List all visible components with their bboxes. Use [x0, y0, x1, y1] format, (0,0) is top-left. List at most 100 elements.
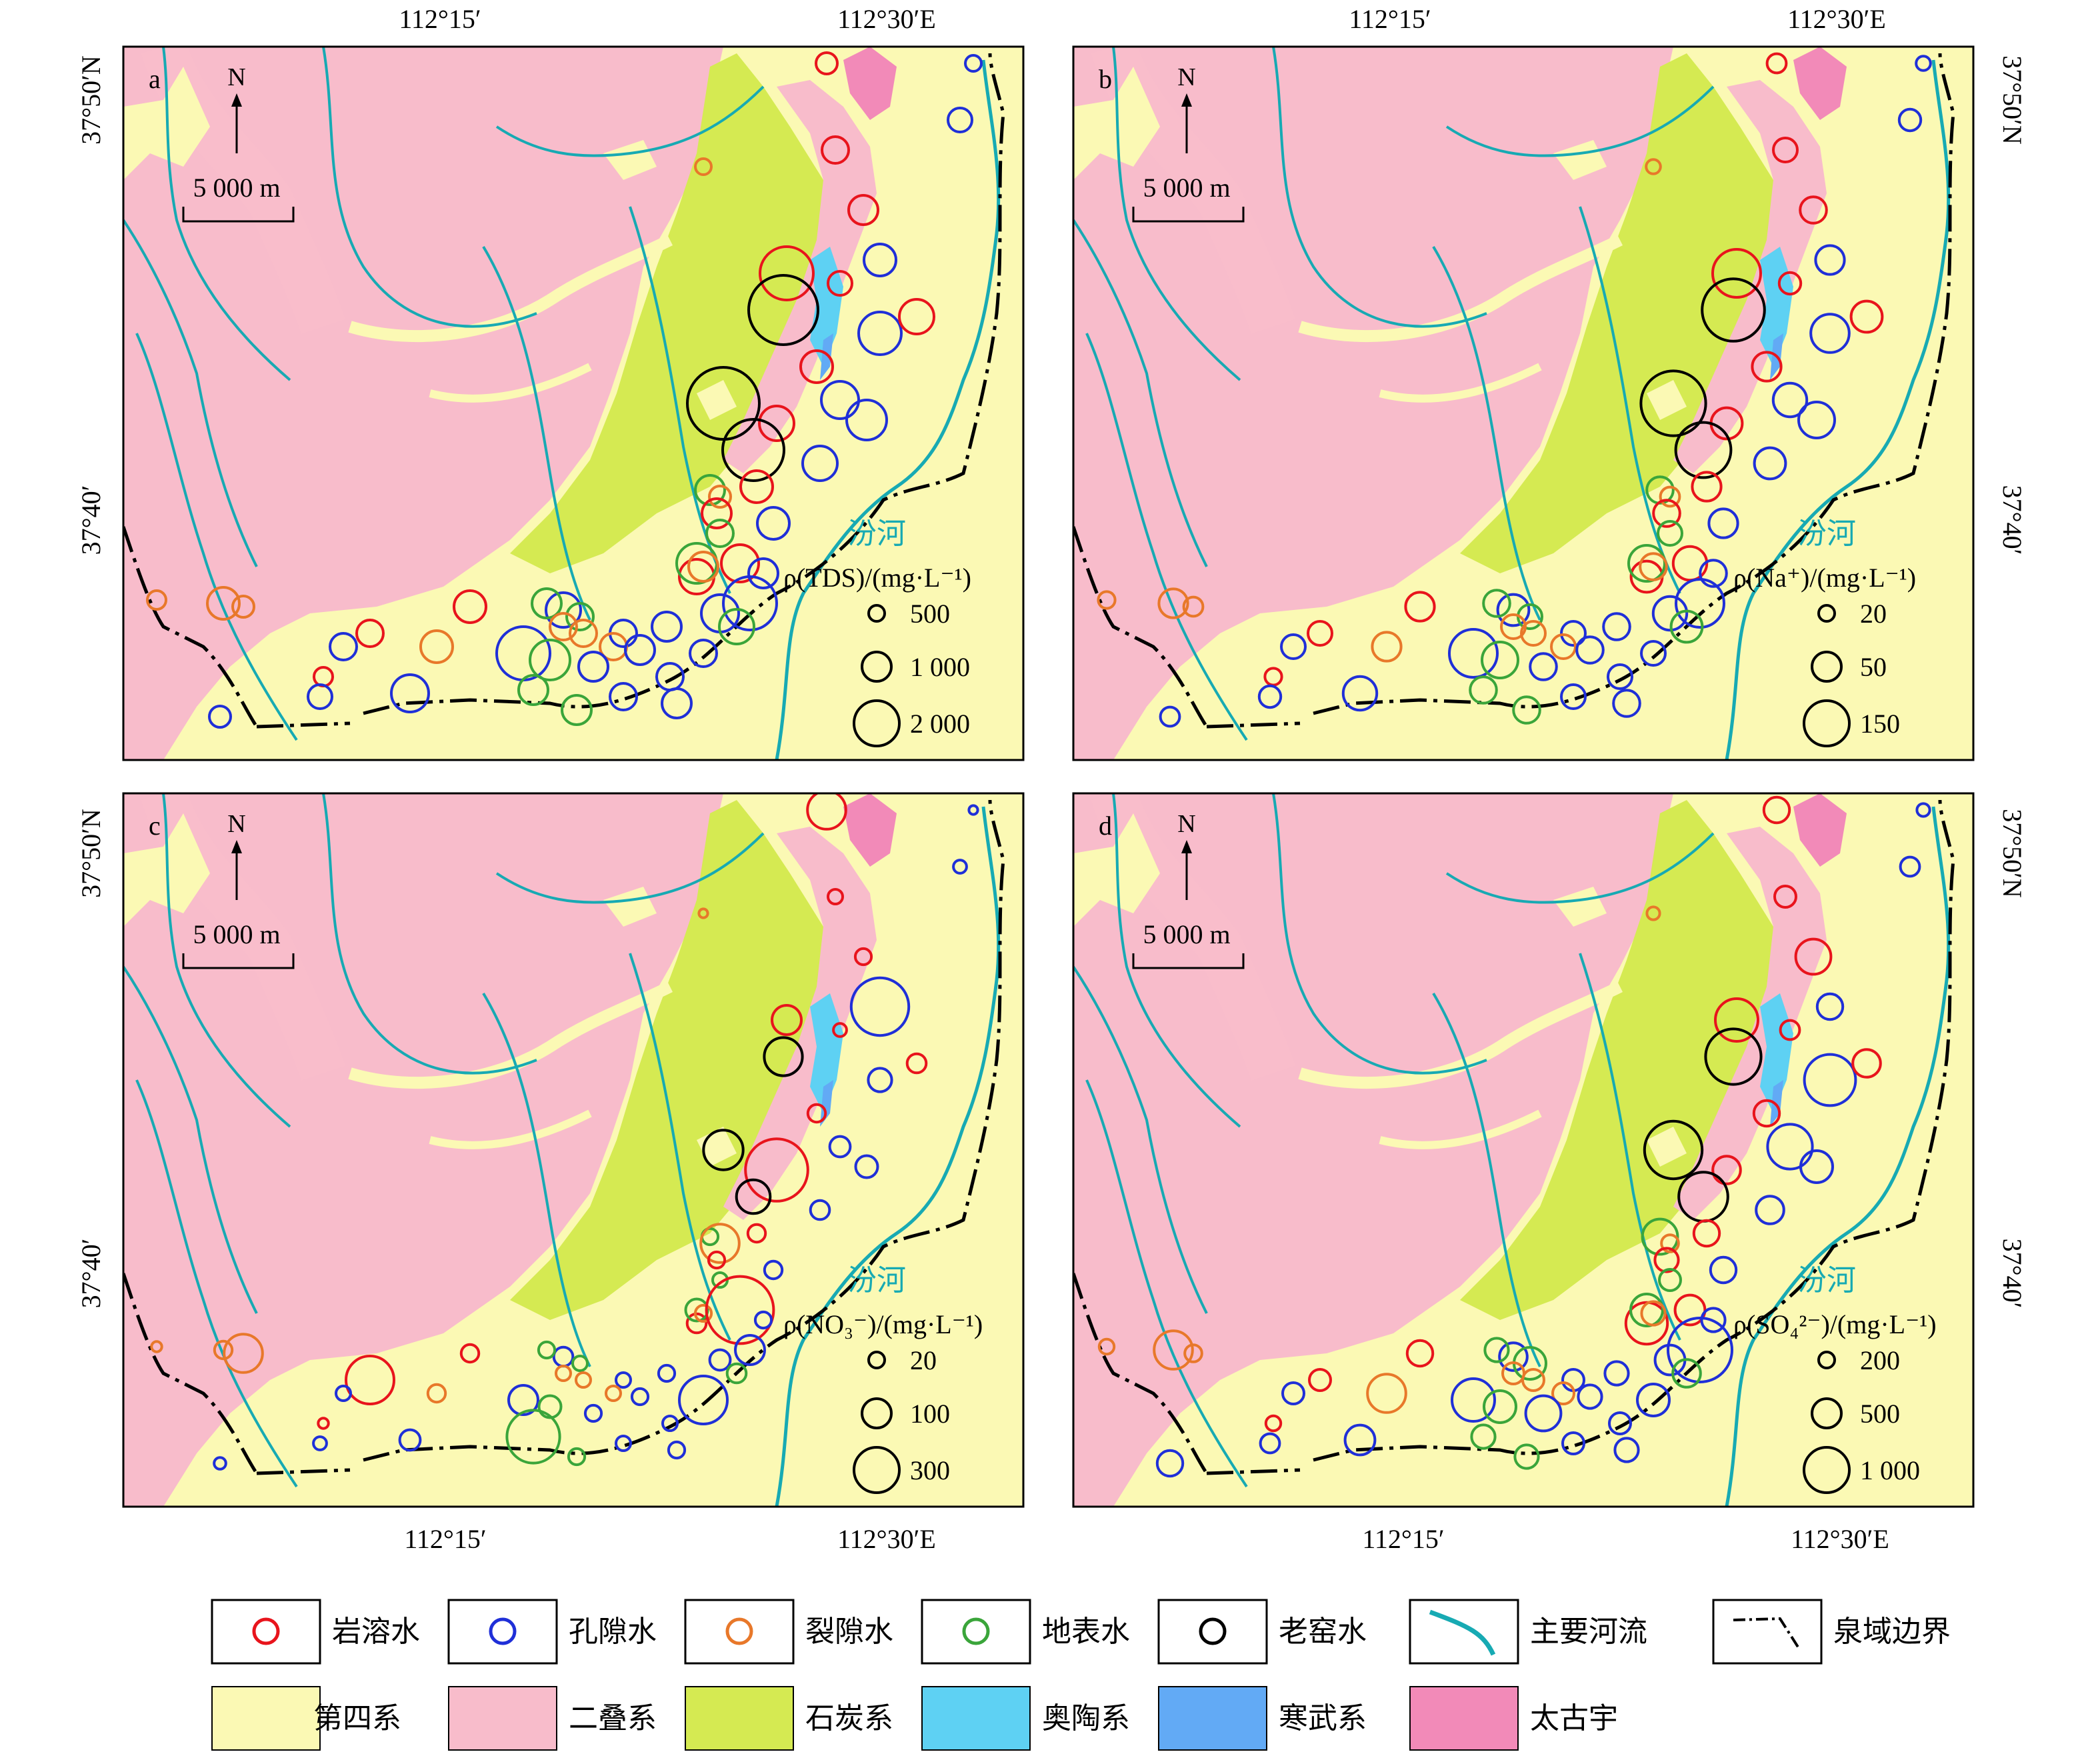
size-legend-title: ρ(TDS)/(mg·L⁻¹) — [783, 563, 971, 593]
sample-site-b-19 — [1691, 471, 1723, 503]
sample-site-b-42 — [1307, 620, 1333, 647]
north-arrow-head-icon — [231, 93, 242, 107]
legend-label-5: 主要河流 — [1530, 1615, 1647, 1649]
lat-south-c: 37°40′ — [76, 1239, 106, 1309]
sample-site-d-59 — [1561, 1431, 1585, 1455]
strata-swatch-1 — [448, 1686, 557, 1751]
sample-site-c-13 — [702, 1129, 745, 1171]
sample-site-b-4 — [1645, 158, 1662, 175]
sample-site-a-30 — [722, 575, 778, 631]
sample-site-a-33 — [651, 611, 683, 643]
scale-label: 5 000 m — [193, 173, 280, 203]
sample-site-d-35 — [1636, 1383, 1671, 1417]
sample-site-d-30 — [1667, 1317, 1733, 1383]
sample-site-a-7 — [863, 243, 897, 277]
sample-site-c-27 — [693, 1303, 713, 1323]
sample-site-c-56 — [223, 1333, 264, 1374]
sample-site-c-38 — [661, 1415, 679, 1432]
size-legend-circle — [1811, 651, 1843, 683]
sample-site-b-24 — [1657, 520, 1683, 547]
sample-site-b-49 — [1469, 675, 1498, 705]
size-legend-title: ρ(Na⁺)/(mg·L⁻¹) — [1733, 563, 1916, 593]
map-panel-d: d N 5 000 m 汾河 ρ(SO₄²⁻)/(mg·L⁻¹) 200 500 1 000 — [1072, 792, 1975, 1508]
sample-site-a-3 — [821, 135, 850, 165]
sample-site-b-13 — [1639, 369, 1707, 437]
strata-label-4: 寒武系 — [1279, 1701, 1367, 1735]
size-legend-title: ρ(NO₃⁻)/(mg·L⁻¹) — [783, 1309, 983, 1339]
sample-site-d-48 — [1483, 1389, 1517, 1424]
sample-site-d-36 — [1498, 1341, 1529, 1372]
sample-site-c-10 — [867, 1067, 893, 1093]
sample-site-a-1 — [964, 54, 983, 73]
sample-site-c-58 — [567, 1447, 587, 1467]
sample-site-c-1 — [967, 804, 979, 816]
sample-site-c-9 — [763, 1036, 804, 1077]
sample-site-d-8 — [1779, 1019, 1801, 1041]
legend-symbol-circle — [725, 1617, 753, 1645]
sample-site-b-50 — [1529, 652, 1558, 681]
size-legend-circle — [1803, 699, 1851, 747]
lat-north-c: 37°50′N — [76, 809, 106, 898]
size-legend-value: 100 — [910, 1399, 950, 1429]
sample-site-a-9 — [747, 274, 819, 346]
sample-site-a-27 — [687, 551, 719, 583]
sample-site-a-51 — [661, 687, 693, 719]
size-legend-value: 2 000 — [910, 709, 970, 739]
north-arrow-head-icon — [231, 840, 242, 853]
sample-site-a-54 — [146, 589, 167, 611]
sample-site-b-56 — [1182, 595, 1205, 618]
map-panel-b: b N 5 000 m 汾河 ρ(Na⁺)/(mg·L⁻¹) 20 50 150 — [1072, 45, 1975, 761]
north-label: N — [1177, 63, 1195, 91]
sample-site-b-7 — [1814, 244, 1846, 276]
sample-site-c-35 — [678, 1375, 729, 1425]
sample-site-b-0 — [1765, 52, 1788, 75]
sample-site-b-31 — [1651, 595, 1689, 632]
sample-site-b-30 — [1675, 578, 1725, 629]
lat-south-a: 37°40′ — [76, 485, 106, 555]
sample-site-a-56 — [231, 595, 255, 619]
sample-site-d-21 — [1660, 1233, 1680, 1253]
sample-site-a-61 — [307, 683, 333, 710]
sample-site-c-23 — [763, 1259, 784, 1281]
size-legend-circle — [853, 699, 901, 747]
scale-bar — [182, 207, 295, 223]
sample-site-d-53 — [1577, 1383, 1603, 1410]
lon-bottom-left-c: 112°15′ — [404, 1524, 486, 1554]
sample-site-b-2 — [1897, 107, 1923, 133]
sample-site-a-16 — [845, 399, 888, 441]
sample-site-c-25 — [685, 1312, 708, 1335]
sample-site-d-60 — [1155, 1449, 1185, 1478]
sample-site-b-44 — [1341, 675, 1379, 712]
lat-north-a: 37°50′N — [76, 55, 106, 145]
sample-site-d-14 — [1711, 1155, 1742, 1185]
sample-site-c-3 — [827, 888, 844, 905]
legend-label-6: 泉域边界 — [1833, 1615, 1951, 1649]
sample-site-a-55 — [206, 586, 241, 621]
sample-site-b-23 — [1707, 507, 1739, 539]
sample-site-b-5 — [1799, 195, 1828, 225]
sample-site-d-10 — [1803, 1053, 1857, 1107]
lat-north-b: 37°50′N — [1997, 55, 2027, 145]
sample-site-b-58 — [1512, 695, 1541, 725]
sample-site-b-11 — [1849, 299, 1884, 334]
panel-frame — [1072, 45, 1975, 761]
sample-site-d-43 — [1281, 1381, 1305, 1405]
panel-frame — [122, 45, 1025, 761]
sample-site-a-49 — [517, 674, 549, 706]
lon-bottom-right-c: 112°30′E — [837, 1524, 936, 1554]
geology-basemap — [123, 793, 1023, 1507]
sample-site-c-37 — [605, 1385, 622, 1402]
sample-site-c-7 — [849, 976, 911, 1037]
sample-site-d-11 — [1851, 1048, 1882, 1079]
sample-site-a-20 — [694, 474, 726, 506]
sample-site-c-28 — [705, 1275, 775, 1345]
sample-site-c-57 — [317, 1417, 330, 1430]
legend-symbol-circle — [489, 1617, 517, 1645]
scale-label: 5 000 m — [193, 919, 280, 949]
sample-site-a-22 — [701, 497, 733, 529]
sample-site-a-4 — [694, 157, 713, 176]
sample-site-a-59 — [609, 682, 638, 711]
size-legend-circle — [1811, 1397, 1843, 1429]
sample-site-c-46 — [507, 1384, 539, 1416]
